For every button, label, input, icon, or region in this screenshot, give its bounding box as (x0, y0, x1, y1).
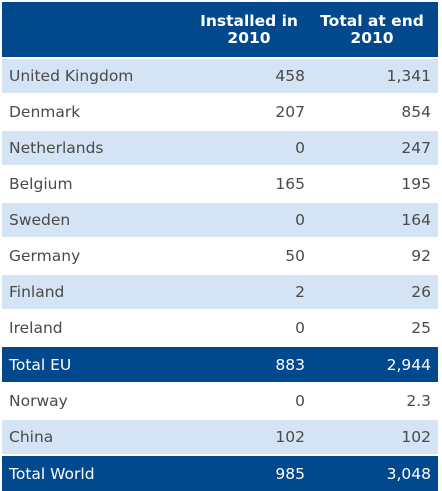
header-installed: Installed in 2010 (186, 2, 312, 57)
installed-cell: 2 (186, 275, 312, 309)
row-divider (2, 201, 438, 203)
total-cell: 3,048 (312, 456, 438, 491)
total-cell: 164 (312, 203, 438, 237)
country-cell: Total EU (2, 347, 186, 382)
total-cell: 102 (312, 420, 438, 454)
table-body: United Kingdom 458 1,341 Denmark 207 854 Nethe… (2, 57, 438, 491)
row-divider (2, 165, 438, 167)
total-cell: 92 (312, 239, 438, 273)
table-row: Belgium 165 195 (2, 167, 438, 201)
installed-cell: 165 (186, 167, 312, 201)
installed-cell: 0 (186, 131, 312, 165)
row-divider (2, 57, 438, 59)
total-cell: 247 (312, 131, 438, 165)
installed-cell: 883 (186, 347, 312, 382)
table-row: Ireland 0 25 (2, 311, 438, 345)
row-divider (2, 273, 438, 275)
row-divider (2, 382, 438, 384)
total-cell: 2.3 (312, 384, 438, 418)
installed-cell: 50 (186, 239, 312, 273)
installed-cell: 0 (186, 384, 312, 418)
total-cell: 1,341 (312, 59, 438, 93)
row-divider (2, 309, 438, 311)
installed-cell: 985 (186, 456, 312, 491)
country-cell: China (2, 420, 186, 454)
row-divider (2, 418, 438, 420)
country-cell: Germany (2, 239, 186, 273)
table-row: Norway 0 2.3 (2, 384, 438, 418)
row-divider (2, 454, 438, 456)
table-row: Germany 50 92 (2, 239, 438, 273)
installed-cell: 0 (186, 203, 312, 237)
installed-cell: 0 (186, 311, 312, 345)
row-divider (2, 345, 438, 347)
row-divider (2, 237, 438, 239)
country-cell: Ireland (2, 311, 186, 345)
total-row: Total World 985 3,048 (2, 456, 438, 491)
total-cell: 195 (312, 167, 438, 201)
installed-cell: 102 (186, 420, 312, 454)
row-divider (2, 93, 438, 95)
country-cell: United Kingdom (2, 59, 186, 93)
country-cell: Finland (2, 275, 186, 309)
table-row: Finland 2 26 (2, 275, 438, 309)
row-divider (2, 129, 438, 131)
total-cell: 25 (312, 311, 438, 345)
table-row: United Kingdom 458 1,341 (2, 59, 438, 93)
country-cell: Sweden (2, 203, 186, 237)
country-cell: Netherlands (2, 131, 186, 165)
table-row: Netherlands 0 247 (2, 131, 438, 165)
header-total: Total at end 2010 (312, 2, 438, 57)
installed-cell: 207 (186, 95, 312, 129)
header-row: Installed in 2010 Total at end 2010 (2, 2, 438, 57)
country-cell: Norway (2, 384, 186, 418)
total-cell: 2,944 (312, 347, 438, 382)
table-row: China 102 102 (2, 420, 438, 454)
country-cell: Belgium (2, 167, 186, 201)
country-cell: Total World (2, 456, 186, 491)
header-country (2, 2, 186, 57)
total-row: Total EU 883 2,944 (2, 347, 438, 382)
table-row: Denmark 207 854 (2, 95, 438, 129)
total-cell: 854 (312, 95, 438, 129)
installed-cell: 458 (186, 59, 312, 93)
table-row: Sweden 0 164 (2, 203, 438, 237)
total-cell: 26 (312, 275, 438, 309)
country-cell: Denmark (2, 95, 186, 129)
